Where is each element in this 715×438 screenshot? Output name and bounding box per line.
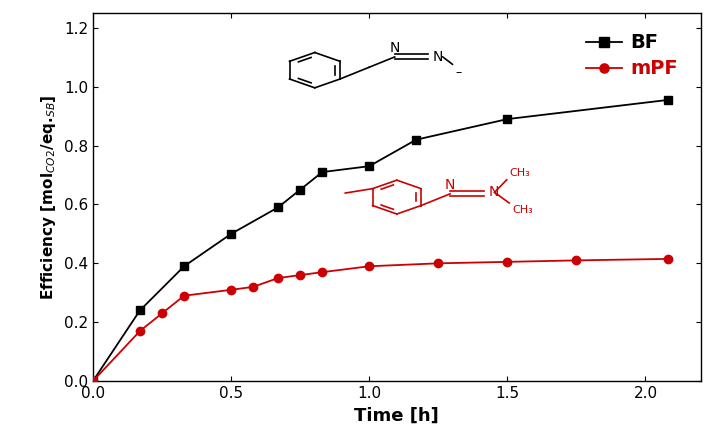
BF: [318, 170, 327, 175]
mPF: [274, 276, 282, 281]
Text: N: N: [488, 185, 499, 199]
mPF: [572, 258, 581, 263]
BF: [274, 205, 282, 210]
mPF: [136, 328, 144, 334]
mPF: [227, 287, 235, 293]
mPF: [318, 269, 327, 275]
BF: [296, 187, 305, 192]
BF: [89, 378, 97, 384]
BF: [179, 264, 188, 269]
BF: [412, 137, 420, 142]
BF: [227, 231, 235, 237]
Y-axis label: Efficiency [mol$_{CO2}$/eq.$_{SB}$]: Efficiency [mol$_{CO2}$/eq.$_{SB}$]: [39, 94, 59, 300]
Line: BF: BF: [89, 96, 671, 385]
Text: N: N: [433, 50, 443, 64]
BF: [664, 97, 672, 102]
mPF: [664, 256, 672, 261]
mPF: [89, 378, 97, 384]
X-axis label: Time [h]: Time [h]: [355, 406, 439, 424]
Text: N: N: [445, 178, 455, 192]
mPF: [179, 293, 188, 298]
mPF: [158, 311, 167, 316]
mPF: [503, 259, 512, 265]
mPF: [249, 284, 257, 290]
Text: N: N: [390, 42, 400, 56]
Text: CH₃: CH₃: [510, 168, 531, 178]
mPF: [296, 272, 305, 278]
mPF: [365, 264, 373, 269]
mPF: [434, 261, 443, 266]
BF: [365, 163, 373, 169]
Text: –: –: [455, 66, 462, 79]
Line: mPF: mPF: [89, 255, 671, 385]
BF: [136, 308, 144, 313]
BF: [503, 117, 512, 122]
Text: CH₃: CH₃: [512, 205, 533, 215]
Legend: BF, mPF: BF, mPF: [578, 26, 686, 85]
